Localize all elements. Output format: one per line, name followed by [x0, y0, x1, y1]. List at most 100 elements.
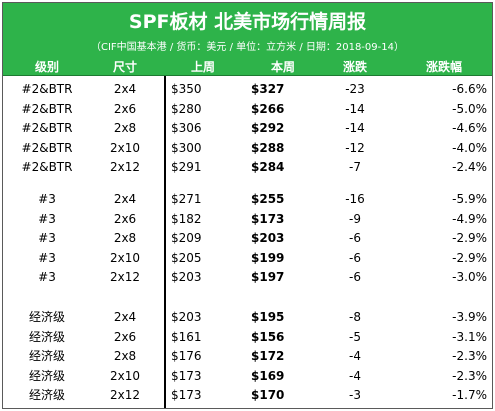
- table-row: 经济级 2x12 $173 $170 -3 -1.7%: [3, 386, 492, 404]
- cell-size: 2x8: [113, 349, 137, 363]
- cell-last-week: $306: [171, 121, 202, 135]
- table-row: 经济级 2x6 $161 $156 -5 -3.1%: [3, 328, 492, 346]
- table-row: #3 2x12 $203 $197 -6 -3.0%: [3, 268, 492, 286]
- report-header: SPF板材 北美市场行情周报 （CIF中国基本港 / 货币：美元 / 单位：立方…: [3, 3, 492, 76]
- cell-change-pct: -4.9%: [452, 211, 487, 226]
- cell-this-week: $284: [251, 160, 285, 174]
- cell-change-pct: -3.1%: [452, 329, 487, 344]
- cell-last-week: $182: [171, 211, 202, 226]
- cell-size: 2x12: [109, 160, 140, 174]
- cell-grade: #2&BTR: [21, 101, 73, 116]
- cell-this-week: $292: [251, 121, 285, 135]
- cell-change-pct: -4.0%: [452, 140, 487, 155]
- cell-change: -4: [349, 368, 361, 383]
- cell-size: 2x6: [113, 101, 137, 116]
- table-row: 经济级 2x8 $176 $172 -4 -2.3%: [3, 347, 492, 365]
- table-row: #3 2x6 $182 $173 -9 -4.9%: [3, 210, 492, 228]
- cell-size: 2x8: [113, 121, 137, 135]
- cell-size: 2x6: [113, 211, 137, 226]
- cell-last-week: $300: [171, 140, 202, 155]
- cell-change-pct: -2.3%: [452, 349, 487, 363]
- cell-change: -5: [349, 329, 361, 344]
- cell-this-week: $266: [251, 101, 285, 116]
- cell-change-pct: -4.6%: [452, 121, 487, 135]
- cell-last-week: $209: [171, 231, 202, 245]
- table-row: 经济级 2x4 $203 $195 -8 -3.9%: [3, 308, 492, 326]
- cell-last-week: $203: [171, 310, 202, 324]
- cell-change-pct: -2.3%: [452, 368, 487, 383]
- cell-change-pct: -2.9%: [452, 250, 487, 265]
- column-divider: [164, 76, 166, 408]
- cell-grade: 经济级: [28, 310, 65, 324]
- cell-this-week: $255: [251, 192, 285, 206]
- cell-size: 2x12: [109, 270, 140, 284]
- cell-change-pct: -2.9%: [452, 231, 487, 245]
- cell-last-week: $291: [171, 160, 202, 174]
- cell-change-pct: -3.0%: [452, 270, 487, 284]
- cell-last-week: $205: [171, 250, 202, 265]
- cell-grade: #3: [38, 250, 56, 265]
- cell-change-pct: -3.9%: [452, 310, 487, 324]
- table-row: #2&BTR 2x4 $350 $327 -23 -6.6%: [3, 80, 492, 98]
- cell-change-pct: -5.0%: [452, 101, 487, 116]
- cell-grade: #2&BTR: [21, 82, 73, 96]
- cell-size: 2x12: [109, 388, 140, 402]
- cell-this-week: $173: [251, 211, 285, 226]
- table-row: #3 2x8 $209 $203 -6 -2.9%: [3, 229, 492, 247]
- cell-change: -8: [349, 310, 361, 324]
- cell-this-week: $203: [251, 231, 285, 245]
- report-title: SPF板材 北美市场行情周报: [128, 11, 367, 33]
- cell-change: -7: [349, 160, 361, 174]
- cell-this-week: $195: [251, 310, 285, 324]
- cell-change: -4: [349, 349, 361, 363]
- cell-size: 2x4: [113, 192, 137, 206]
- cell-last-week: $350: [171, 82, 202, 96]
- cell-this-week: $199: [251, 250, 285, 265]
- cell-last-week: $271: [171, 192, 202, 206]
- cell-grade: 经济级: [28, 368, 65, 383]
- table-row: #3 2x4 $271 $255 -16 -5.9%: [3, 190, 492, 208]
- cell-change: -6: [349, 250, 361, 265]
- cell-this-week: $197: [251, 270, 285, 284]
- cell-grade: #3: [38, 192, 56, 206]
- cell-change: -6: [349, 231, 361, 245]
- cell-grade: #2&BTR: [21, 160, 73, 174]
- table-row: #3 2x10 $205 $199 -6 -2.9%: [3, 249, 492, 267]
- cell-grade: 经济级: [28, 388, 65, 402]
- cell-last-week: $176: [171, 349, 202, 363]
- table-row: #2&BTR 2x12 $291 $284 -7 -2.4%: [3, 158, 492, 176]
- cell-grade: #2&BTR: [21, 121, 73, 135]
- cell-last-week: $173: [171, 368, 202, 383]
- cell-grade: #2&BTR: [21, 140, 73, 155]
- cell-change: -23: [345, 82, 365, 96]
- table-row: #2&BTR 2x8 $306 $292 -14 -4.6%: [3, 119, 492, 137]
- cell-size: 2x10: [109, 250, 140, 265]
- cell-this-week: $169: [251, 368, 285, 383]
- cell-size: 2x8: [113, 231, 137, 245]
- cell-last-week: $203: [171, 270, 202, 284]
- column-header-change: 涨跌: [342, 60, 367, 74]
- cell-change: -6: [349, 270, 361, 284]
- cell-size: 2x10: [109, 368, 140, 383]
- report-subtitle: （CIF中国基本港 / 货币：美元 / 单位：立方米 / 日期：2018-09-…: [91, 42, 404, 53]
- cell-this-week: $327: [251, 82, 285, 96]
- cell-size: 2x10: [109, 140, 140, 155]
- cell-change: -16: [345, 192, 365, 206]
- cell-grade: 经济级: [28, 329, 65, 344]
- table-row: #2&BTR 2x10 $300 $288 -12 -4.0%: [3, 139, 492, 157]
- cell-size: 2x4: [113, 82, 137, 96]
- column-header-grade: 级别: [34, 60, 59, 74]
- cell-this-week: $156: [251, 329, 285, 344]
- cell-change-pct: -2.4%: [452, 160, 487, 174]
- cell-change-pct: -1.7%: [452, 388, 487, 402]
- column-header-size: 尺寸: [112, 60, 137, 74]
- cell-grade: #3: [38, 270, 56, 284]
- cell-last-week: $173: [171, 388, 202, 402]
- column-header-last-week: 上周: [190, 60, 215, 74]
- cell-size: 2x6: [113, 329, 137, 344]
- cell-change-pct: -5.9%: [452, 192, 487, 206]
- table-row: #2&BTR 2x6 $280 $266 -14 -5.0%: [3, 100, 492, 118]
- column-header-change-pct: 涨跌幅: [425, 60, 462, 74]
- cell-last-week: $161: [171, 329, 202, 344]
- cell-change: -9: [349, 211, 361, 226]
